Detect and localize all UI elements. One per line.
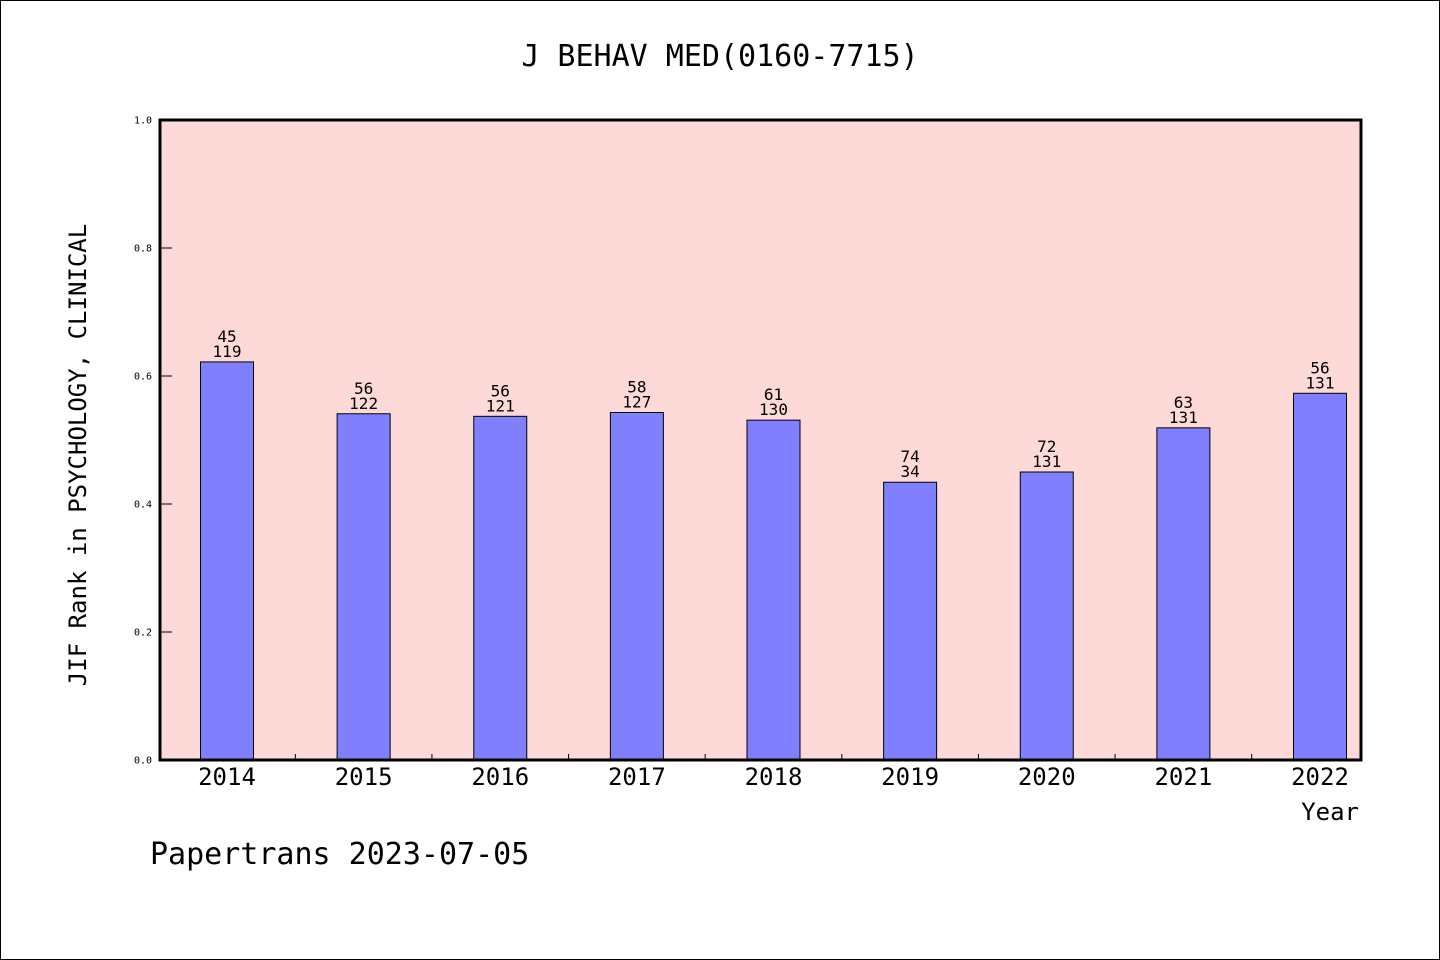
- bar-2019: [883, 481, 938, 761]
- bars-group: [200, 361, 1347, 761]
- y-tick-label: 0.2: [134, 628, 152, 639]
- bar-2018: [746, 419, 801, 761]
- y-axis-label: JIF Rank in PSYCHOLOGY, CLINICAL: [64, 224, 92, 686]
- bar-rank-label: 63: [1174, 393, 1193, 412]
- x-tick-label: 2020: [1018, 763, 1076, 791]
- bar-total-label: 131: [1032, 452, 1061, 471]
- bar-2016: [473, 415, 528, 761]
- bar-2020: [1019, 471, 1074, 761]
- bar-rank-label: 61: [764, 385, 783, 404]
- bar-rank-label: 56: [491, 381, 510, 400]
- x-tick-label: 2017: [608, 763, 666, 791]
- x-tick-label: 2015: [335, 763, 393, 791]
- bar-total-label: 130: [759, 400, 788, 419]
- y-tick-label: 0.0: [134, 756, 152, 767]
- x-axis: 2014 2015 2016 2017 2018 2019 2020 2021 2022: [198, 754, 1349, 791]
- bar-total-label: 127: [622, 392, 651, 411]
- bar-2015: [336, 413, 391, 761]
- y-axis: 0.0 0.2 0.4 0.6 0.8 1.0: [134, 116, 172, 767]
- bar-total-label: 121: [486, 396, 515, 415]
- bar-total-label: 131: [1169, 408, 1198, 427]
- bar-2014: [200, 361, 254, 761]
- bar-rank-label: 74: [900, 447, 919, 466]
- y-tick-label: 0.4: [134, 500, 152, 511]
- bar-total-label: 131: [1306, 373, 1335, 392]
- bar-rank-label: 56: [354, 379, 373, 398]
- y-tick-label: 1.0: [134, 116, 152, 127]
- bar-rank-label: 45: [217, 327, 236, 346]
- bar-rank-label: 56: [1310, 358, 1329, 377]
- bar-rank-label: 58: [627, 377, 646, 396]
- bar-rank-label: 72: [1037, 437, 1056, 456]
- x-tick-label: 2014: [198, 763, 256, 791]
- y-tick-label: 0.8: [134, 244, 152, 255]
- bar-total-label: 34: [900, 462, 919, 481]
- chart-title: J BEHAV MED(0160-7715): [521, 39, 918, 74]
- bar-2022: [1293, 392, 1347, 761]
- x-tick-label: 2018: [745, 763, 803, 791]
- x-axis-label: Year: [1301, 798, 1359, 826]
- x-tick-label: 2022: [1291, 763, 1349, 791]
- bar-2021: [1156, 427, 1211, 761]
- x-tick-label: 2016: [471, 763, 529, 791]
- bar-total-label: 122: [349, 394, 378, 413]
- bar-total-label: 119: [213, 342, 242, 361]
- x-tick-label: 2019: [881, 763, 939, 791]
- x-tick-label: 2021: [1154, 763, 1212, 791]
- y-tick-label: 0.6: [134, 372, 152, 383]
- footer-stamp: Papertrans 2023-07-05: [150, 837, 529, 872]
- bar-2017: [609, 411, 664, 761]
- plot-border: [158, 118, 1363, 762]
